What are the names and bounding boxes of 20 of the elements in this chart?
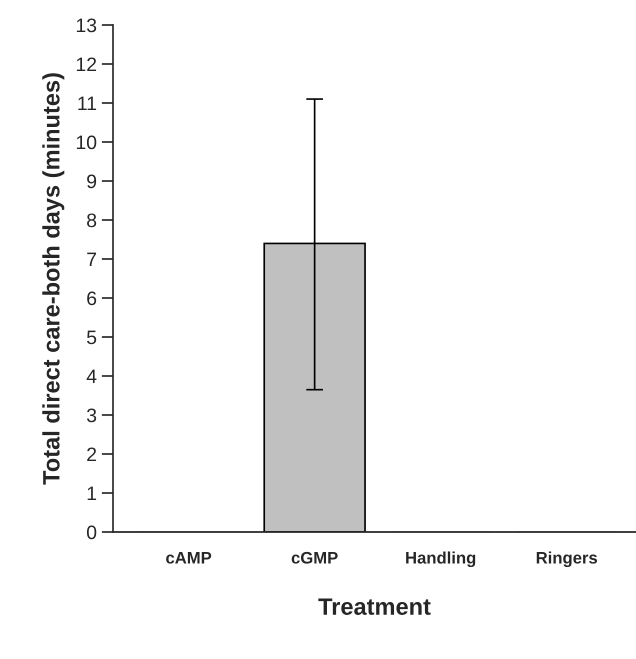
y-tick-label: 7 — [87, 252, 96, 266]
x-tick-label: Handling — [406, 551, 476, 568]
y-tick-label: 13 — [76, 18, 96, 32]
y-tick-label: 2 — [87, 447, 96, 462]
x-tick-label: cGMP — [292, 552, 338, 564]
y-tick-label: 9 — [87, 174, 96, 188]
y-tick-label: 0 — [86, 525, 96, 540]
y-axis-title: Total direct care-both days (minutes) — [42, 73, 64, 485]
y-tick-label: 10 — [76, 135, 96, 150]
y-tick-label: 12 — [76, 57, 96, 72]
y-tick-label: 4 — [86, 370, 96, 384]
y-tick-label: 11 — [78, 96, 96, 110]
y-tick-label: 1 — [88, 486, 96, 500]
y-tick-label: 5 — [86, 330, 96, 344]
x-axis-title: Treatment — [318, 598, 431, 615]
x-tick-label: cAMP — [166, 552, 212, 564]
y-tick-label: 3 — [86, 408, 96, 422]
y-tick-label: 6 — [87, 291, 96, 306]
x-tick-label: Ringers — [536, 551, 598, 568]
y-tick-label: 8 — [87, 213, 96, 228]
